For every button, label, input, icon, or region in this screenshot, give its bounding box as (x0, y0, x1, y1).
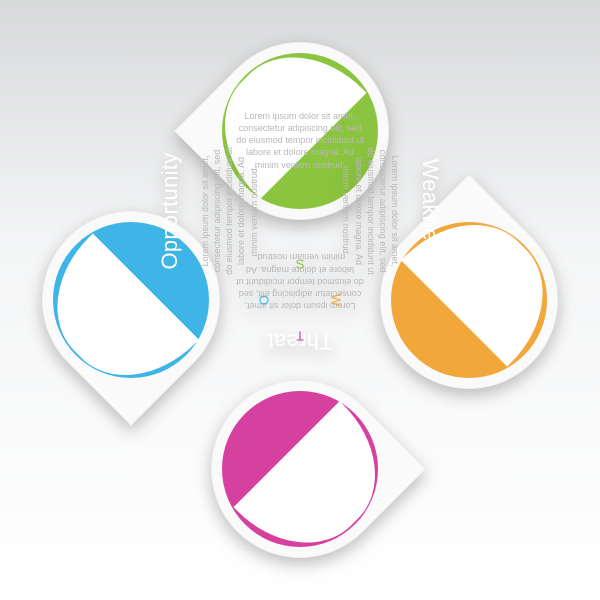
petal-strength-title: Strength (211, 68, 389, 94)
petal-opportunity-body: Lorem ipsum dolor sit amet, consectetur … (199, 144, 260, 278)
center-letter-w: W (329, 294, 344, 306)
petal-weakness: Weakness Lorem ipsum dolor sit amet, con… (380, 211, 558, 389)
center-letter-o: O (257, 295, 272, 305)
petal-opportunity-title: Opportunity (157, 122, 183, 300)
petal-weakness-title: Weakness (417, 122, 443, 300)
center-letter-t: T (296, 329, 304, 344)
center-letter-s: S (296, 257, 305, 272)
petal-opportunity: Opportunity Lorem ipsum dolor sit amet, … (42, 211, 220, 389)
petal-threat: Threat Lorem ipsum dolor sit amet, conse… (211, 380, 389, 558)
